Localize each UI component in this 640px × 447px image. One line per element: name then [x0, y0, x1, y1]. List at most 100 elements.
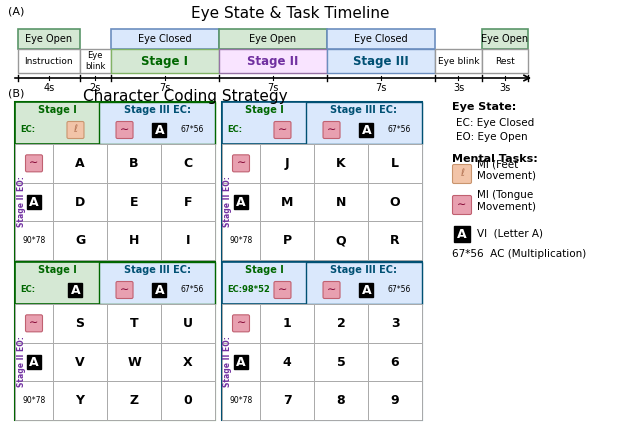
Text: ∼: ∼ [120, 125, 129, 135]
Bar [435, 49, 482, 73]
Text: 90*78: 90*78 [229, 236, 253, 245]
Bar [359, 283, 373, 297]
Bar [219, 49, 327, 73]
Text: Eye blink: Eye blink [438, 56, 479, 66]
Bar [368, 183, 422, 221]
Text: K: K [336, 157, 346, 170]
Text: EC:: EC: [20, 286, 35, 295]
Bar [368, 221, 422, 260]
Text: A: A [29, 355, 39, 368]
Text: A: A [362, 123, 371, 136]
Text: V: V [75, 355, 85, 368]
Bar [306, 262, 422, 304]
Bar [222, 102, 422, 260]
Text: 67*56: 67*56 [387, 126, 410, 135]
FancyBboxPatch shape [67, 122, 84, 139]
Bar [15, 183, 53, 221]
Bar [15, 262, 215, 420]
Text: Stage II EO:: Stage II EO: [223, 337, 232, 388]
Text: Eye Closed: Eye Closed [355, 34, 408, 44]
Bar [107, 144, 161, 183]
Bar [327, 29, 435, 49]
Bar [161, 183, 215, 221]
Text: 7: 7 [283, 394, 291, 407]
Bar [482, 49, 528, 73]
Text: (B): (B) [8, 89, 24, 99]
Text: S: S [76, 317, 84, 330]
Bar [314, 381, 368, 420]
Bar [482, 29, 528, 49]
Bar [260, 304, 314, 343]
Bar [107, 221, 161, 260]
Bar [53, 221, 107, 260]
Text: F: F [184, 195, 192, 208]
Text: 3: 3 [390, 317, 399, 330]
Bar [107, 304, 161, 343]
Text: A: A [75, 157, 85, 170]
Text: 2: 2 [337, 317, 346, 330]
Text: A: A [70, 283, 80, 296]
Text: EC:98*52: EC:98*52 [227, 286, 270, 295]
Text: ∼: ∼ [327, 285, 336, 295]
Bar [222, 221, 260, 260]
Text: EO: Eye Open: EO: Eye Open [456, 132, 527, 142]
Bar [260, 221, 314, 260]
Bar [368, 343, 422, 381]
Bar [222, 381, 260, 420]
Text: Stage I: Stage I [141, 55, 188, 67]
Text: C: C [184, 157, 193, 170]
Text: Stage I: Stage I [38, 105, 76, 115]
Bar [222, 343, 260, 381]
Text: A: A [154, 283, 164, 296]
Text: 0: 0 [184, 394, 193, 407]
Text: 3s: 3s [453, 83, 464, 93]
Text: Z: Z [129, 394, 139, 407]
Bar [454, 226, 470, 242]
Bar [314, 144, 368, 183]
Text: 5: 5 [337, 355, 346, 368]
Text: Stage III EC:: Stage III EC: [330, 105, 397, 115]
Bar [27, 195, 41, 209]
Bar [161, 343, 215, 381]
Text: ∼: ∼ [29, 158, 38, 169]
Text: Eye Open: Eye Open [250, 34, 296, 44]
Text: Eye State:: Eye State: [452, 102, 516, 112]
Bar [152, 283, 166, 297]
FancyBboxPatch shape [26, 315, 42, 332]
Text: Eye Open: Eye Open [26, 34, 72, 44]
Bar [219, 29, 327, 49]
Bar [260, 343, 314, 381]
Bar [359, 123, 373, 137]
Text: U: U [183, 317, 193, 330]
Text: 2s: 2s [90, 83, 101, 93]
Text: H: H [129, 234, 139, 247]
FancyBboxPatch shape [323, 122, 340, 139]
Text: Stage III EC:: Stage III EC: [124, 105, 191, 115]
Bar [260, 183, 314, 221]
Text: Stage III EC:: Stage III EC: [124, 265, 191, 275]
Bar [15, 262, 215, 304]
Bar [222, 144, 260, 183]
Bar [161, 304, 215, 343]
Bar [107, 381, 161, 420]
Bar [15, 221, 53, 260]
Text: A: A [154, 123, 164, 136]
Text: ∼: ∼ [278, 285, 287, 295]
Bar [107, 183, 161, 221]
Bar [260, 381, 314, 420]
Text: 67*56: 67*56 [180, 126, 204, 135]
Text: 7s: 7s [159, 83, 170, 93]
Text: Stage III EC:: Stage III EC: [330, 265, 397, 275]
Text: E: E [130, 195, 138, 208]
FancyBboxPatch shape [116, 282, 133, 299]
Bar [314, 221, 368, 260]
Bar [222, 304, 260, 343]
Bar [222, 262, 422, 420]
Text: Eye Open: Eye Open [481, 34, 529, 44]
FancyBboxPatch shape [232, 155, 250, 172]
Text: Stage I: Stage I [244, 105, 284, 115]
Bar [99, 262, 215, 304]
Text: Stage II EO:: Stage II EO: [223, 177, 232, 228]
Text: Stage II: Stage II [247, 55, 299, 67]
Bar [222, 183, 260, 221]
